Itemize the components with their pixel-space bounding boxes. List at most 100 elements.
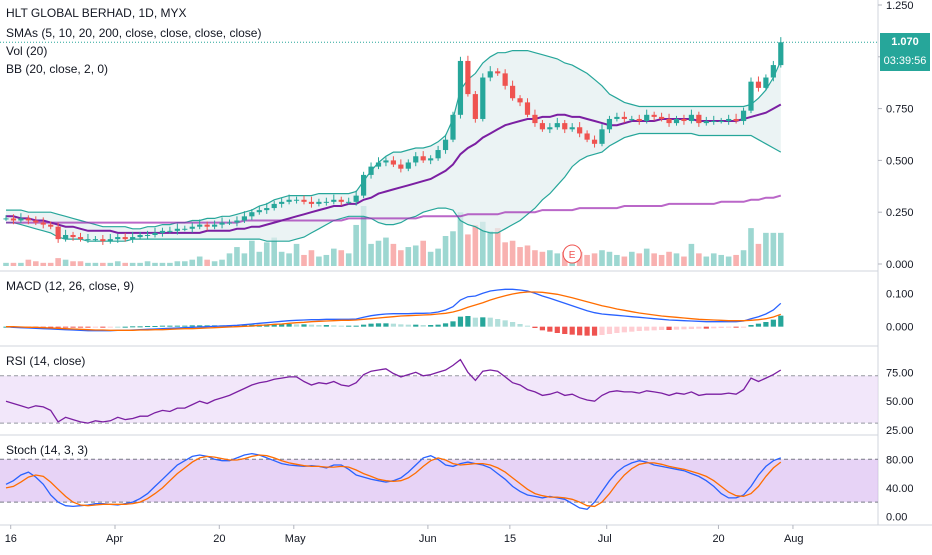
stoch-label[interactable]: Stoch (14, 3, 3) bbox=[6, 443, 89, 457]
macd-histogram-bar bbox=[323, 325, 329, 327]
candle-body bbox=[420, 156, 426, 161]
candle-body bbox=[450, 114, 456, 140]
volume-bar bbox=[696, 253, 702, 266]
volume-bar bbox=[286, 253, 292, 266]
macd-histogram-bar bbox=[405, 324, 411, 327]
volume-bar bbox=[755, 243, 762, 266]
stoch-axis-label: 40.00 bbox=[886, 483, 914, 495]
time-axis-label: Aug bbox=[784, 533, 804, 545]
macd-histogram-bar bbox=[70, 326, 76, 328]
stoch-axis-label: 0.00 bbox=[886, 511, 907, 523]
macd-histogram-bar bbox=[703, 326, 709, 329]
volume-bar bbox=[465, 234, 471, 266]
macd-histogram-bar bbox=[673, 326, 680, 330]
candle-body bbox=[316, 201, 322, 204]
candle-body bbox=[465, 60, 471, 95]
volume-bar bbox=[10, 262, 17, 266]
macd-histogram-bar bbox=[517, 324, 523, 327]
candle-body bbox=[174, 228, 180, 231]
rsi-label[interactable]: RSI (14, close) bbox=[6, 354, 86, 368]
macd-histogram-bar bbox=[92, 326, 98, 328]
candle-body bbox=[495, 71, 501, 74]
macd-histogram-bar bbox=[413, 324, 419, 327]
macd-axis-label: 0.000 bbox=[886, 322, 914, 334]
candle-body bbox=[293, 199, 300, 201]
macd-histogram-bar bbox=[599, 326, 605, 335]
macd-histogram-bar bbox=[457, 316, 464, 327]
macd-histogram-bar bbox=[420, 325, 426, 327]
candle-body bbox=[539, 123, 545, 130]
candle-body bbox=[234, 220, 240, 223]
time-axis-label: May bbox=[285, 533, 306, 545]
candle-body bbox=[614, 116, 620, 119]
rsi-axis-label: 25.00 bbox=[886, 425, 914, 437]
candle-body bbox=[249, 212, 255, 217]
macd-histogram-bar bbox=[346, 325, 352, 327]
candle-body bbox=[70, 234, 76, 238]
volume-bar bbox=[547, 250, 553, 266]
macd-histogram-bar bbox=[234, 325, 240, 327]
bollinger-upper-line bbox=[6, 50, 782, 230]
candle-body bbox=[204, 224, 210, 227]
volume-bar bbox=[211, 261, 218, 266]
macd-signal-line bbox=[6, 291, 782, 331]
sma-20-line bbox=[6, 103, 782, 234]
macd-histogram-bar bbox=[368, 323, 374, 327]
candle-body bbox=[435, 150, 441, 159]
volume-bar bbox=[427, 251, 434, 266]
time-axis-label: Apr bbox=[106, 533, 123, 545]
volume-bar bbox=[85, 262, 91, 266]
volume-bar bbox=[167, 262, 173, 266]
macd-histogram-bar bbox=[480, 317, 486, 327]
macd-label[interactable]: MACD (12, 26, close, 9) bbox=[6, 279, 135, 293]
price-axis-label: 0.500 bbox=[886, 155, 914, 167]
candle-body bbox=[696, 114, 702, 124]
candle-body bbox=[659, 116, 665, 119]
macd-histogram-bar bbox=[361, 324, 367, 327]
volume-bar bbox=[316, 256, 322, 266]
volume-bar bbox=[748, 228, 754, 266]
volume-bar bbox=[584, 254, 590, 266]
candle-body bbox=[25, 218, 31, 221]
candle-body bbox=[167, 230, 173, 232]
candle-body bbox=[264, 208, 270, 211]
bollinger-band-fill bbox=[6, 50, 781, 242]
volume-bar bbox=[606, 251, 613, 266]
volume-bar bbox=[770, 232, 777, 266]
volume-legend[interactable]: Vol (20) bbox=[6, 44, 48, 58]
candle-body bbox=[778, 42, 784, 66]
macd-histogram-bar bbox=[204, 325, 210, 327]
macd-histogram-bar bbox=[688, 326, 694, 329]
volume-bar bbox=[450, 231, 456, 266]
candle-body bbox=[480, 77, 486, 119]
candle-body bbox=[606, 118, 613, 130]
candle-body bbox=[182, 228, 188, 230]
macd-histogram-bar bbox=[636, 326, 642, 331]
macd-histogram-bar bbox=[651, 326, 657, 331]
sma-legend[interactable]: SMAs (5, 10, 20, 200, close, close, clos… bbox=[6, 26, 262, 40]
bollinger-legend[interactable]: BB (20, close, 2, 0) bbox=[6, 62, 109, 76]
volume-bar bbox=[204, 259, 210, 266]
macd-histogram-bar bbox=[279, 324, 285, 327]
volume-bar bbox=[137, 262, 143, 266]
candle-body bbox=[100, 239, 106, 242]
macd-histogram-bar bbox=[748, 325, 754, 327]
volume-bar bbox=[457, 212, 464, 266]
macd-histogram-bar bbox=[681, 326, 687, 330]
candle-body bbox=[197, 224, 203, 227]
volume-bar bbox=[241, 253, 248, 266]
candle-body bbox=[144, 234, 151, 236]
candle-body bbox=[212, 224, 218, 227]
macd-histogram-bar bbox=[383, 323, 389, 327]
candle-body bbox=[636, 118, 642, 122]
macd-histogram-bar bbox=[666, 326, 672, 330]
candle-body bbox=[159, 230, 166, 233]
macd-histogram-bar bbox=[122, 326, 128, 328]
candle-body bbox=[621, 116, 627, 119]
volume-bar bbox=[174, 261, 181, 266]
candle-body bbox=[338, 199, 344, 202]
candle-body bbox=[3, 218, 9, 220]
macd-histogram-bar bbox=[450, 321, 456, 327]
